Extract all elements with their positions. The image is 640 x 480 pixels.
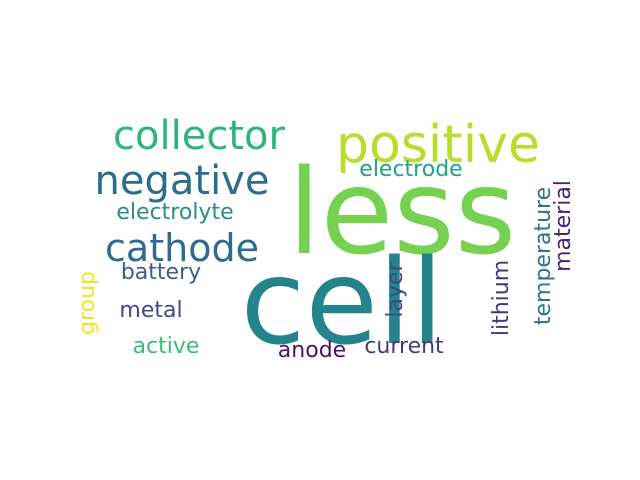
word-battery: battery (121, 262, 201, 284)
word-electrolyte: electrolyte (116, 202, 233, 224)
word-active: active (133, 336, 200, 358)
word-material: material (553, 180, 575, 272)
word-group: group (77, 271, 99, 335)
word-electrode: electrode (359, 159, 462, 181)
word-current: current (364, 336, 443, 358)
word-layer: layer (385, 262, 407, 317)
word-collector: collector (113, 116, 285, 156)
word-metal: metal (119, 300, 182, 322)
word-lithium: lithium (491, 260, 513, 336)
word-anode: anode (278, 340, 346, 362)
word-negative: negative (95, 161, 270, 201)
